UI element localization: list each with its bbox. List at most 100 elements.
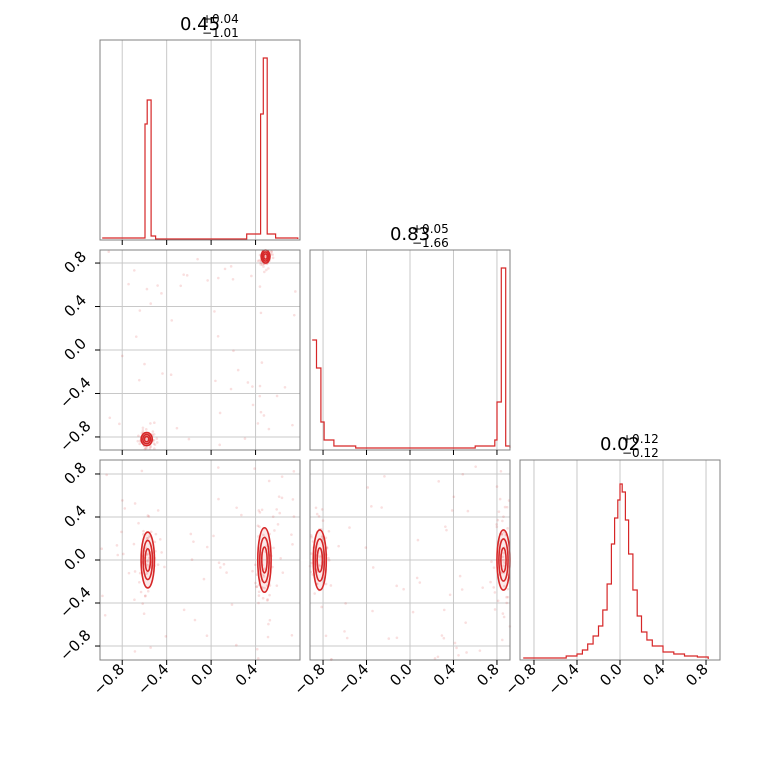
title-p2-minus: −0.12 bbox=[622, 446, 659, 460]
y-tick-label: 0.4 bbox=[60, 291, 90, 321]
sample-point bbox=[380, 506, 383, 509]
sample-point bbox=[258, 384, 262, 388]
sample-point bbox=[193, 618, 197, 622]
sample-point bbox=[364, 546, 368, 549]
sample-point bbox=[142, 529, 145, 533]
sample-point bbox=[256, 657, 260, 660]
sample-point bbox=[146, 589, 150, 593]
sample-point bbox=[310, 535, 313, 539]
sample-point bbox=[153, 421, 156, 425]
sample-point bbox=[152, 433, 156, 436]
sample-point bbox=[206, 279, 209, 282]
sample-point bbox=[460, 588, 464, 591]
sample-point bbox=[259, 261, 262, 265]
sample-point bbox=[452, 495, 456, 499]
x-tick-label: −0.4 bbox=[134, 660, 172, 698]
sample-point bbox=[136, 439, 140, 443]
sample-point bbox=[158, 538, 162, 541]
sample-point bbox=[222, 562, 226, 566]
sample-point bbox=[444, 525, 447, 528]
y-tick-label: −0.4 bbox=[56, 583, 94, 621]
sample-point bbox=[147, 515, 151, 518]
sample-point bbox=[258, 285, 262, 288]
sample-point bbox=[271, 565, 274, 569]
sample-point bbox=[156, 284, 159, 287]
sample-point bbox=[327, 529, 331, 533]
sample-point bbox=[265, 268, 268, 272]
sample-point bbox=[267, 622, 270, 626]
density-contour bbox=[143, 435, 150, 443]
sample-point bbox=[493, 591, 497, 594]
sample-point bbox=[461, 473, 465, 476]
sample-point bbox=[466, 509, 470, 513]
sample-point bbox=[235, 506, 238, 510]
sample-point bbox=[116, 553, 120, 557]
sample-point bbox=[132, 542, 136, 546]
sample-point bbox=[503, 505, 507, 509]
density-contour bbox=[316, 547, 324, 573]
sample-point bbox=[141, 532, 145, 536]
sample-point bbox=[257, 601, 260, 605]
sample-point bbox=[327, 556, 330, 560]
sample-point bbox=[503, 584, 506, 588]
sample-point bbox=[137, 378, 141, 382]
histogram-line-p1 bbox=[312, 267, 511, 449]
density-contour bbox=[261, 251, 270, 262]
sample-point bbox=[141, 426, 145, 430]
sample-point bbox=[147, 535, 151, 538]
sample-point bbox=[313, 592, 316, 595]
x-tick-label: 0.4 bbox=[430, 660, 460, 690]
sample-point bbox=[458, 574, 462, 578]
sample-point bbox=[505, 505, 509, 509]
sample-point bbox=[100, 547, 104, 551]
sample-point bbox=[272, 546, 275, 550]
sample-point bbox=[275, 508, 279, 511]
sample-point bbox=[148, 446, 152, 450]
sample-point bbox=[280, 496, 284, 500]
sample-point bbox=[253, 467, 256, 470]
sample-point bbox=[320, 535, 324, 539]
sample-point bbox=[214, 379, 217, 383]
sample-point bbox=[490, 560, 493, 564]
sample-point bbox=[260, 361, 264, 364]
sample-point bbox=[371, 566, 375, 569]
y-tick-label: 0.8 bbox=[60, 248, 90, 278]
title-p2: 0.02 bbox=[600, 434, 640, 455]
sample-point bbox=[137, 521, 140, 525]
hist-p0-panel bbox=[99, 39, 301, 245]
sample-point bbox=[127, 571, 131, 575]
sample-point bbox=[261, 263, 264, 267]
x-tick-label: 0.0 bbox=[596, 660, 626, 690]
sample-point bbox=[418, 581, 422, 584]
sample-point bbox=[243, 437, 247, 440]
sample-point bbox=[141, 428, 145, 432]
sample-point bbox=[219, 566, 222, 569]
sample-point bbox=[317, 554, 321, 558]
sample-point bbox=[267, 267, 270, 270]
sample-point bbox=[250, 274, 253, 278]
sample-point bbox=[464, 621, 467, 624]
sample-point bbox=[500, 532, 504, 536]
sample-point bbox=[156, 563, 160, 566]
sample-point bbox=[267, 427, 271, 431]
sample-point bbox=[146, 537, 149, 540]
sample-point bbox=[107, 250, 111, 254]
sample-point bbox=[133, 570, 137, 573]
sample-point bbox=[253, 563, 257, 567]
sample-point bbox=[149, 530, 153, 534]
sample-point bbox=[202, 577, 206, 581]
sample-point bbox=[257, 594, 261, 597]
sample-point bbox=[501, 612, 505, 615]
title-p0: 0.45 bbox=[180, 14, 220, 35]
sample-point bbox=[371, 609, 374, 613]
sample-point bbox=[123, 507, 127, 510]
sample-point bbox=[500, 638, 504, 642]
sample-point bbox=[146, 552, 150, 556]
sample-point bbox=[138, 442, 141, 446]
sample-point bbox=[319, 564, 322, 568]
sample-point bbox=[442, 636, 446, 640]
sample-point bbox=[217, 276, 220, 280]
sample-point bbox=[261, 596, 265, 600]
sample-point bbox=[263, 586, 266, 590]
